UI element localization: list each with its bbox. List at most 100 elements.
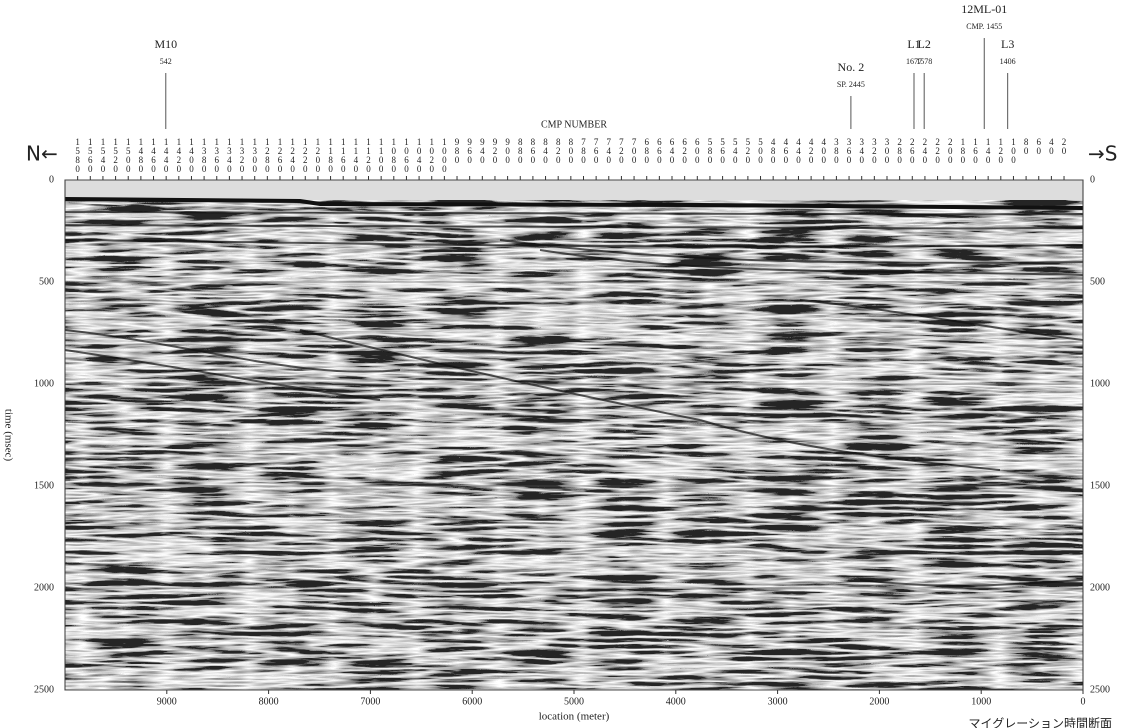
x2-tick-label: 380 (831, 137, 841, 164)
direction-left: N← (26, 142, 58, 166)
annotation-label: No. 2 (838, 60, 865, 74)
direction-right: →S (1088, 142, 1117, 166)
x2-tick-label: 1500 (123, 137, 133, 173)
x-tick-label: 9000 (157, 696, 177, 707)
x2-tick-label: 240 (920, 137, 930, 164)
x2-tick-label: 820 (553, 137, 563, 164)
x2-tick-label: 1540 (98, 137, 108, 173)
x2-tick-label: 940 (477, 137, 487, 164)
y-tick-label-right: 1000 (1090, 378, 1110, 389)
x2-tick-label: 580 (705, 137, 715, 164)
x2-tick-label: 120 (996, 137, 1006, 164)
x2-tick-label: 500 (756, 137, 766, 164)
x2-tick-label: 920 (490, 137, 500, 164)
x2-tick-label: 960 (465, 137, 475, 164)
x2-tick-label: 1400 (186, 137, 196, 173)
x2-tick-label: 1300 (250, 137, 260, 173)
x2-tick-label: 840 (541, 137, 551, 164)
x2-tick-label: 260 (907, 137, 917, 164)
x2-tick-label: 640 (667, 137, 677, 164)
x2-tick-label: 1120 (364, 137, 374, 173)
x2-tick-label: 980 (452, 137, 462, 164)
x2-tick-label: 1040 (414, 137, 424, 173)
x2-tick-label: 720 (616, 137, 626, 164)
x2-tick-label: 1560 (85, 137, 95, 173)
x2-tick-label: 600 (692, 137, 702, 164)
annotation-sublabel: 1406 (1000, 57, 1016, 66)
x2-tick-label: 1340 (224, 137, 234, 173)
annotation-label: 12ML-01 (961, 2, 1007, 16)
x2-tick-label: 900 (503, 137, 513, 164)
x2-tick-label: 440 (793, 137, 803, 164)
x-tick-label: 3000 (768, 696, 788, 707)
y-tick-label: 500 (39, 276, 54, 287)
x2-tick-label: 180 (958, 137, 968, 164)
x2-tick-label: 1460 (149, 137, 159, 173)
x2-tick-label: 800 (566, 137, 576, 164)
section-image (65, 180, 1083, 690)
y-tick-label: 2500 (34, 684, 54, 695)
x2-axis-label: CMP NUMBER (541, 119, 607, 130)
y-tick-label: 1000 (34, 378, 54, 389)
y-tick-label-right: 2500 (1090, 684, 1110, 695)
x2-tick-label: 340 (857, 137, 867, 164)
x2-tick-label: 1280 (262, 137, 272, 173)
x2-tick-label: 480 (768, 137, 778, 164)
x2-tick-label: 300 (882, 137, 892, 164)
footnote: マイグレーション時間断面 (968, 716, 1112, 728)
x-tick-label: 8000 (259, 696, 279, 707)
x-tick-label: 2000 (869, 696, 889, 707)
x2-tick-label: 1580 (73, 137, 83, 173)
x2-tick-label: 100 (1008, 137, 1018, 164)
x2-tick-label: 1080 (389, 137, 399, 173)
x2-tick-label: 680 (642, 137, 652, 164)
x2-tick-label: 1160 (338, 137, 348, 173)
x2-tick-label: 1440 (161, 137, 171, 173)
y-tick-label: 2000 (34, 582, 54, 593)
x2-tick-label: 1260 (275, 137, 285, 173)
annotation-sublabel: 1677 (906, 57, 922, 66)
annotation-sublabel: 542 (160, 57, 172, 66)
x2-tick-label: 140 (983, 137, 993, 164)
x2-tick-label: 220 (933, 137, 943, 164)
x2-tick-label: 400 (819, 137, 829, 164)
x2-tick-label: 700 (629, 137, 639, 164)
x2-tick-label: 1520 (111, 137, 121, 173)
x2-tick-label: 280 (895, 137, 905, 164)
x2-tick-label: 420 (806, 137, 816, 164)
y-tick-label: 0 (49, 174, 54, 185)
x2-tick-label: 80 (1021, 137, 1031, 155)
x2-tick-label: 660 (654, 137, 664, 164)
x2-tick-label: 320 (869, 137, 879, 164)
x2-tick-label: 540 (730, 137, 740, 164)
y-axis-label: time (msec) (2, 409, 14, 462)
x2-tick-label: 1240 (288, 137, 298, 173)
x2-tick-label: 1420 (174, 137, 184, 173)
annotation-label: L3 (1001, 37, 1014, 51)
annotation-label: L2 (918, 37, 931, 51)
x2-tick-label: 620 (680, 137, 690, 164)
annotation-sublabel: SP. 2445 (837, 80, 865, 89)
x2-tick-label: 1320 (237, 137, 247, 173)
x2-tick-label: 1480 (136, 137, 146, 173)
x-tick-label: 1000 (971, 696, 991, 707)
x2-tick-label: 40 (1046, 137, 1056, 155)
x-tick-label: 5000 (564, 696, 584, 707)
x2-tick-label: 460 (781, 137, 791, 164)
annotation-label: M10 (154, 37, 177, 51)
x2-tick-label: 200 (945, 137, 955, 164)
annotation-label: L1 (907, 37, 920, 51)
x2-tick-label: 1360 (212, 137, 222, 173)
x-tick-label: 0 (1081, 696, 1086, 707)
y-tick-label: 1500 (34, 480, 54, 491)
x2-tick-label: 1000 (439, 137, 449, 173)
x2-tick-label: 20 (1059, 137, 1069, 155)
annotation-sublabel: CMP. 1455 (966, 22, 1002, 31)
x2-tick-label: 1100 (376, 137, 386, 173)
x-axis-label: location (meter) (539, 711, 610, 723)
x2-tick-label: 1060 (401, 137, 411, 173)
x2-tick-label: 860 (528, 137, 538, 164)
x2-tick-label: 1140 (351, 137, 361, 173)
x2-tick-label: 60 (1034, 137, 1044, 155)
